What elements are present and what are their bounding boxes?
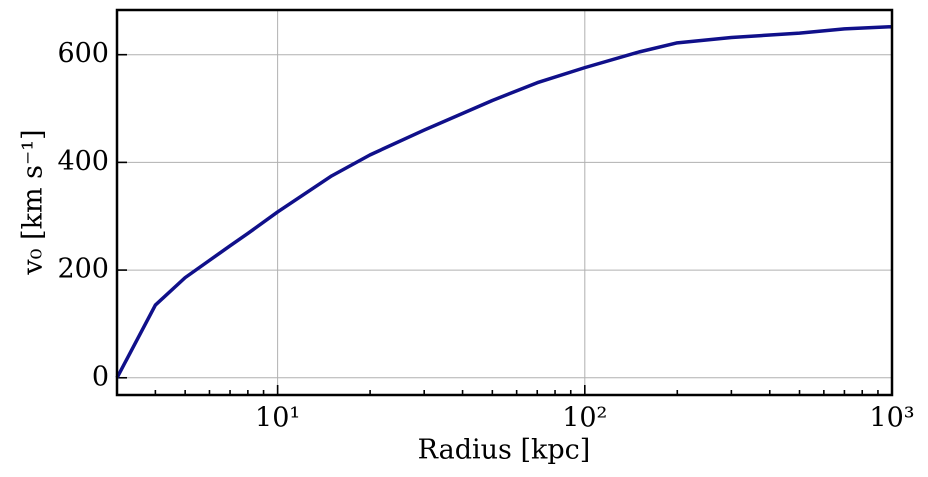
x-tick-label: 10³ [869,403,914,434]
x-tick-label: 10¹ [255,403,300,434]
plot-frame [115,8,894,397]
y-tick-label: 200 [57,254,109,285]
y-tick-label: 0 [92,361,109,392]
x-tick-label: 10² [562,403,607,434]
x-axis-label: Radius [kpc] [418,435,591,466]
data-line [115,24,893,379]
y-axis-label: v₀ [km s⁻¹] [18,129,49,275]
y-tick-label: 400 [57,146,109,177]
y-tick-label: 600 [57,38,109,69]
